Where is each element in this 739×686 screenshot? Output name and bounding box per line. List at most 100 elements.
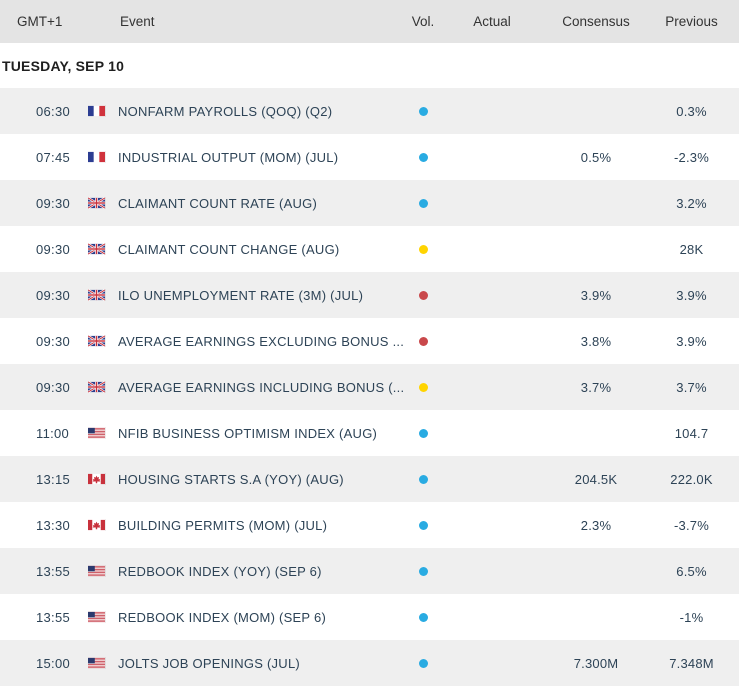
flag-canada-icon	[88, 519, 116, 531]
event-row[interactable]: 06:30 NONFARM PAYROLLS (QOQ) (Q2) 0.3%	[0, 88, 739, 134]
event-time: 13:55	[36, 609, 71, 625]
flag-canada-icon	[88, 473, 116, 485]
event-name: JOLTS JOB OPENINGS (JUL)	[118, 655, 301, 671]
volatility-indicator	[410, 658, 436, 668]
column-header-actual: Actual	[473, 14, 511, 29]
event-row[interactable]: 13:55 REDBOOK INDEX (YOY) (SEP 6) 6.5%	[0, 548, 739, 594]
column-header-consensus: Consensus	[562, 14, 630, 29]
event-name: CLAIMANT COUNT RATE (AUG)	[118, 195, 318, 211]
event-name: CLAIMANT COUNT CHANGE (AUG)	[118, 241, 340, 257]
previous-value: -1%	[679, 609, 704, 625]
volatility-indicator	[410, 336, 436, 346]
flag-usa-icon	[88, 611, 116, 623]
consensus-value: 204.5K	[574, 471, 618, 487]
event-row[interactable]: 09:30 CLAIMANT COUNT CHANGE (AUG) 28K	[0, 226, 739, 272]
consensus-value: 0.5%	[580, 149, 612, 165]
flag-uk-icon	[88, 289, 116, 301]
event-row[interactable]: 15:00 JOLTS JOB OPENINGS (JUL) 7.300M 7.…	[0, 640, 739, 686]
volatility-dot-icon	[418, 658, 428, 668]
volatility-dot-icon	[418, 566, 428, 576]
volatility-dot-icon	[418, 244, 428, 254]
consensus-value: 3.8%	[580, 333, 612, 349]
flag-uk-icon	[88, 335, 116, 347]
event-name: AVERAGE EARNINGS EXCLUDING BONUS ...	[118, 333, 405, 349]
previous-value: -3.7%	[674, 517, 709, 533]
volatility-dot-icon	[418, 612, 428, 622]
volatility-indicator	[410, 106, 436, 116]
volatility-indicator	[410, 566, 436, 576]
volatility-dot-icon	[418, 474, 428, 484]
column-header-vol: Vol.	[411, 14, 435, 29]
consensus-value: 3.7%	[580, 379, 612, 395]
volatility-dot-icon	[418, 382, 428, 392]
previous-value: 7.348M	[669, 655, 714, 671]
event-row[interactable]: 09:30 ILO UNEMPLOYMENT RATE (3M) (JUL) 3…	[0, 272, 739, 318]
event-name: REDBOOK INDEX (MOM) (SEP 6)	[118, 609, 327, 625]
volatility-dot-icon	[418, 198, 428, 208]
event-row[interactable]: 09:30 CLAIMANT COUNT RATE (AUG) 3.2%	[0, 180, 739, 226]
event-rows: 06:30 NONFARM PAYROLLS (QOQ) (Q2) 0.3% 0…	[0, 88, 739, 686]
column-header-event: Event	[120, 14, 155, 29]
previous-value: 3.9%	[676, 287, 707, 303]
volatility-dot-icon	[418, 152, 428, 162]
event-time: 09:30	[36, 195, 71, 211]
volatility-indicator	[410, 290, 436, 300]
event-row[interactable]: 09:30 AVERAGE EARNINGS EXCLUDING BONUS .…	[0, 318, 739, 364]
event-row[interactable]: 09:30 AVERAGE EARNINGS INCLUDING BONUS (…	[0, 364, 739, 410]
event-time: 09:30	[36, 379, 71, 395]
volatility-dot-icon	[418, 106, 428, 116]
flag-uk-icon	[88, 381, 116, 393]
event-name: INDUSTRIAL OUTPUT (MOM) (JUL)	[118, 149, 339, 165]
column-header-previous: Previous	[665, 14, 718, 29]
flag-uk-icon	[88, 243, 116, 255]
flag-usa-icon	[88, 657, 116, 669]
table-header: GMT+1 Event Vol. Actual Consensus Previo…	[0, 0, 739, 43]
volatility-indicator	[410, 474, 436, 484]
flag-france-icon	[88, 105, 116, 117]
event-time: 07:45	[36, 149, 71, 165]
flag-uk-icon	[88, 197, 116, 209]
previous-value: 0.3%	[676, 103, 707, 119]
event-time: 13:55	[36, 563, 71, 579]
previous-value: 104.7	[674, 425, 709, 441]
flag-france-icon	[88, 151, 116, 163]
event-name: NONFARM PAYROLLS (QOQ) (Q2)	[118, 103, 333, 119]
volatility-indicator	[410, 428, 436, 438]
event-name: NFIB BUSINESS OPTIMISM INDEX (AUG)	[118, 425, 378, 441]
event-row[interactable]: 13:15 HOUSING STARTS S.A (YOY) (AUG) 204…	[0, 456, 739, 502]
volatility-indicator	[410, 152, 436, 162]
previous-value: 3.9%	[676, 333, 707, 349]
event-row[interactable]: 13:30 BUILDING PERMITS (MOM) (JUL) 2.3% …	[0, 502, 739, 548]
previous-value: 28K	[679, 241, 704, 257]
event-row[interactable]: 07:45 INDUSTRIAL OUTPUT (MOM) (JUL) 0.5%…	[0, 134, 739, 180]
volatility-dot-icon	[418, 290, 428, 300]
previous-value: 6.5%	[676, 563, 707, 579]
event-name: ILO UNEMPLOYMENT RATE (3M) (JUL)	[118, 287, 364, 303]
event-name: REDBOOK INDEX (YOY) (SEP 6)	[118, 563, 322, 579]
volatility-indicator	[410, 198, 436, 208]
event-time: 15:00	[36, 655, 71, 671]
event-row[interactable]: 11:00 NFIB BUSINESS OPTIMISM INDEX (AUG)…	[0, 410, 739, 456]
consensus-value: 2.3%	[580, 517, 612, 533]
previous-value: 222.0K	[670, 471, 713, 487]
event-time: 09:30	[36, 333, 71, 349]
event-time: 13:30	[36, 517, 71, 533]
event-name: AVERAGE EARNINGS INCLUDING BONUS (...	[118, 379, 405, 395]
previous-value: 3.2%	[676, 195, 707, 211]
event-row[interactable]: 13:55 REDBOOK INDEX (MOM) (SEP 6) -1%	[0, 594, 739, 640]
date-heading: TUESDAY, SEP 10	[0, 43, 739, 88]
event-name: HOUSING STARTS S.A (YOY) (AUG)	[118, 471, 344, 487]
volatility-indicator	[410, 244, 436, 254]
consensus-value: 3.9%	[580, 287, 612, 303]
event-time: 09:30	[36, 241, 71, 257]
previous-value: 3.7%	[676, 379, 707, 395]
volatility-indicator	[410, 612, 436, 622]
consensus-value: 7.300M	[573, 655, 619, 671]
event-time: 11:00	[36, 425, 70, 441]
flag-usa-icon	[88, 427, 116, 439]
event-time: 13:15	[36, 471, 71, 487]
volatility-dot-icon	[418, 336, 428, 346]
event-time: 06:30	[36, 103, 71, 119]
volatility-dot-icon	[418, 520, 428, 530]
